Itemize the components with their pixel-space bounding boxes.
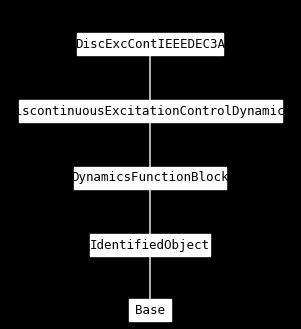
FancyBboxPatch shape [90, 234, 210, 256]
FancyBboxPatch shape [74, 167, 226, 189]
Text: DynamicsFunctionBlock: DynamicsFunctionBlock [71, 171, 229, 185]
Text: Base: Base [135, 303, 165, 316]
Text: DiscontinuousExcitationControlDynamics: DiscontinuousExcitationControlDynamics [8, 105, 293, 117]
FancyBboxPatch shape [129, 299, 171, 321]
FancyBboxPatch shape [18, 100, 281, 122]
FancyBboxPatch shape [77, 33, 223, 55]
Text: DiscExcContIEEEDEC3A: DiscExcContIEEEDEC3A [75, 38, 225, 50]
Text: IdentifiedObject: IdentifiedObject [90, 239, 210, 251]
